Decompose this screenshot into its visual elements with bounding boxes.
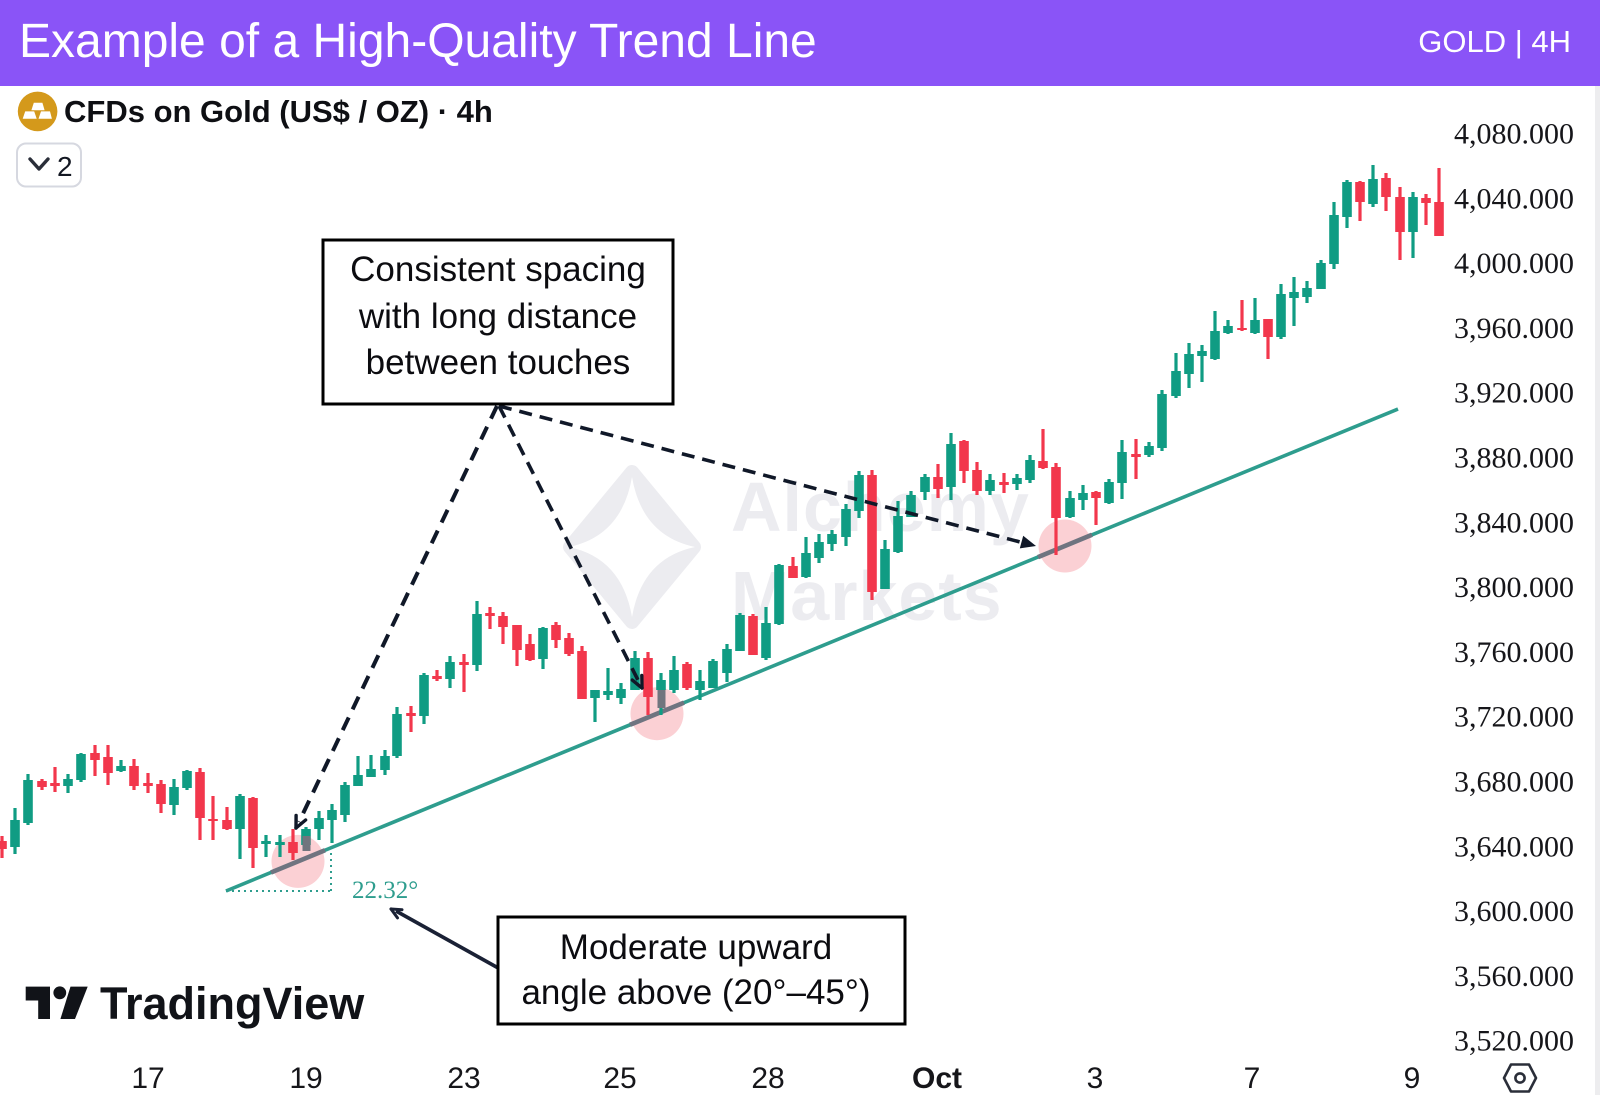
svg-text:angle above (20°–45°): angle above (20°–45°) <box>521 973 870 1012</box>
svg-text:17: 17 <box>131 1062 164 1095</box>
svg-text:Oct: Oct <box>912 1062 962 1095</box>
svg-text:GOLD | 4H: GOLD | 4H <box>1418 24 1571 59</box>
svg-text:3,560.000: 3,560.000 <box>1454 960 1574 993</box>
svg-text:4,080.000: 4,080.000 <box>1454 118 1574 151</box>
svg-text:22.32°: 22.32° <box>352 877 418 904</box>
svg-text:4,000.000: 4,000.000 <box>1454 247 1574 280</box>
svg-text:Example of a High-Quality Tren: Example of a High-Quality Trend Line <box>19 15 817 68</box>
svg-text:2: 2 <box>57 151 73 182</box>
svg-text:3: 3 <box>1087 1062 1104 1095</box>
svg-text:19: 19 <box>289 1062 322 1095</box>
svg-text:3,680.000: 3,680.000 <box>1454 766 1574 799</box>
svg-text:3,800.000: 3,800.000 <box>1454 571 1574 604</box>
svg-text:between touches: between touches <box>366 343 631 382</box>
svg-text:3,640.000: 3,640.000 <box>1454 830 1574 863</box>
svg-text:3,840.000: 3,840.000 <box>1454 506 1574 539</box>
svg-text:28: 28 <box>751 1062 784 1095</box>
svg-text:CFDs on Gold (US$ / OZ) · 4h: CFDs on Gold (US$ / OZ) · 4h <box>64 94 493 129</box>
svg-text:4,040.000: 4,040.000 <box>1454 182 1574 215</box>
svg-text:25: 25 <box>603 1062 636 1095</box>
svg-text:3,960.000: 3,960.000 <box>1454 312 1574 345</box>
svg-text:3,920.000: 3,920.000 <box>1454 377 1574 410</box>
svg-text:3,760.000: 3,760.000 <box>1454 636 1574 669</box>
svg-text:Alchemy: Alchemy <box>731 468 1030 546</box>
svg-text:23: 23 <box>447 1062 480 1095</box>
svg-text:3,520.000: 3,520.000 <box>1454 1025 1574 1058</box>
svg-text:3,600.000: 3,600.000 <box>1454 895 1574 928</box>
svg-text:Moderate upward: Moderate upward <box>560 928 832 967</box>
svg-text:Consistent spacing: Consistent spacing <box>350 250 646 289</box>
svg-text:3,880.000: 3,880.000 <box>1454 442 1574 475</box>
svg-text:Markets: Markets <box>731 557 1003 635</box>
svg-text:7: 7 <box>1244 1062 1261 1095</box>
svg-text:3,720.000: 3,720.000 <box>1454 701 1574 734</box>
svg-text:with long distance: with long distance <box>358 297 637 336</box>
svg-text:TradingView: TradingView <box>100 978 365 1029</box>
svg-text:9: 9 <box>1404 1062 1421 1095</box>
